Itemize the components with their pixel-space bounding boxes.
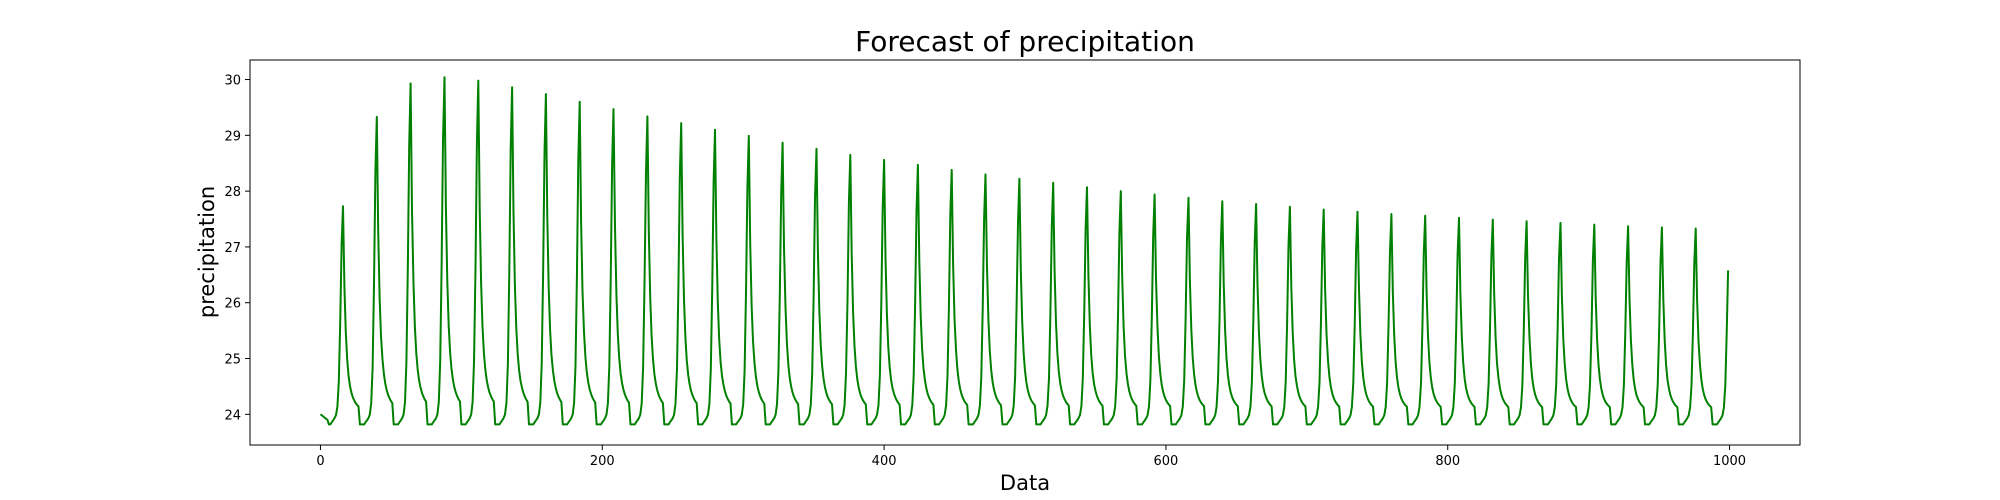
x-tick-label: 1000 xyxy=(1713,454,1746,469)
y-tick-label: 29 xyxy=(224,129,241,144)
y-tick-label: 28 xyxy=(224,185,241,200)
x-tick-label: 200 xyxy=(590,454,615,469)
x-axis: 0 200 400 600 800 1000 xyxy=(316,445,1746,469)
x-tick-label: 600 xyxy=(1153,454,1178,469)
y-axis: 24 25 26 27 28 29 30 xyxy=(224,74,250,423)
x-axis-label: Data xyxy=(1000,471,1050,495)
y-tick-label: 25 xyxy=(224,353,241,368)
y-tick-label: 24 xyxy=(224,408,241,423)
y-tick-label: 27 xyxy=(224,241,241,256)
series-line-precipitation xyxy=(319,76,1730,426)
y-tick-label: 26 xyxy=(224,297,241,312)
plot-frame xyxy=(249,59,1801,446)
plot-area xyxy=(249,59,1801,446)
x-tick-label: 800 xyxy=(1435,454,1460,469)
x-tick-label: 0 xyxy=(316,454,324,469)
x-tick-label: 400 xyxy=(872,454,897,469)
y-tick-label: 30 xyxy=(224,74,241,89)
y-axis-label: precipitation xyxy=(195,186,219,318)
chart-title: Forecast of precipitation xyxy=(855,25,1195,58)
